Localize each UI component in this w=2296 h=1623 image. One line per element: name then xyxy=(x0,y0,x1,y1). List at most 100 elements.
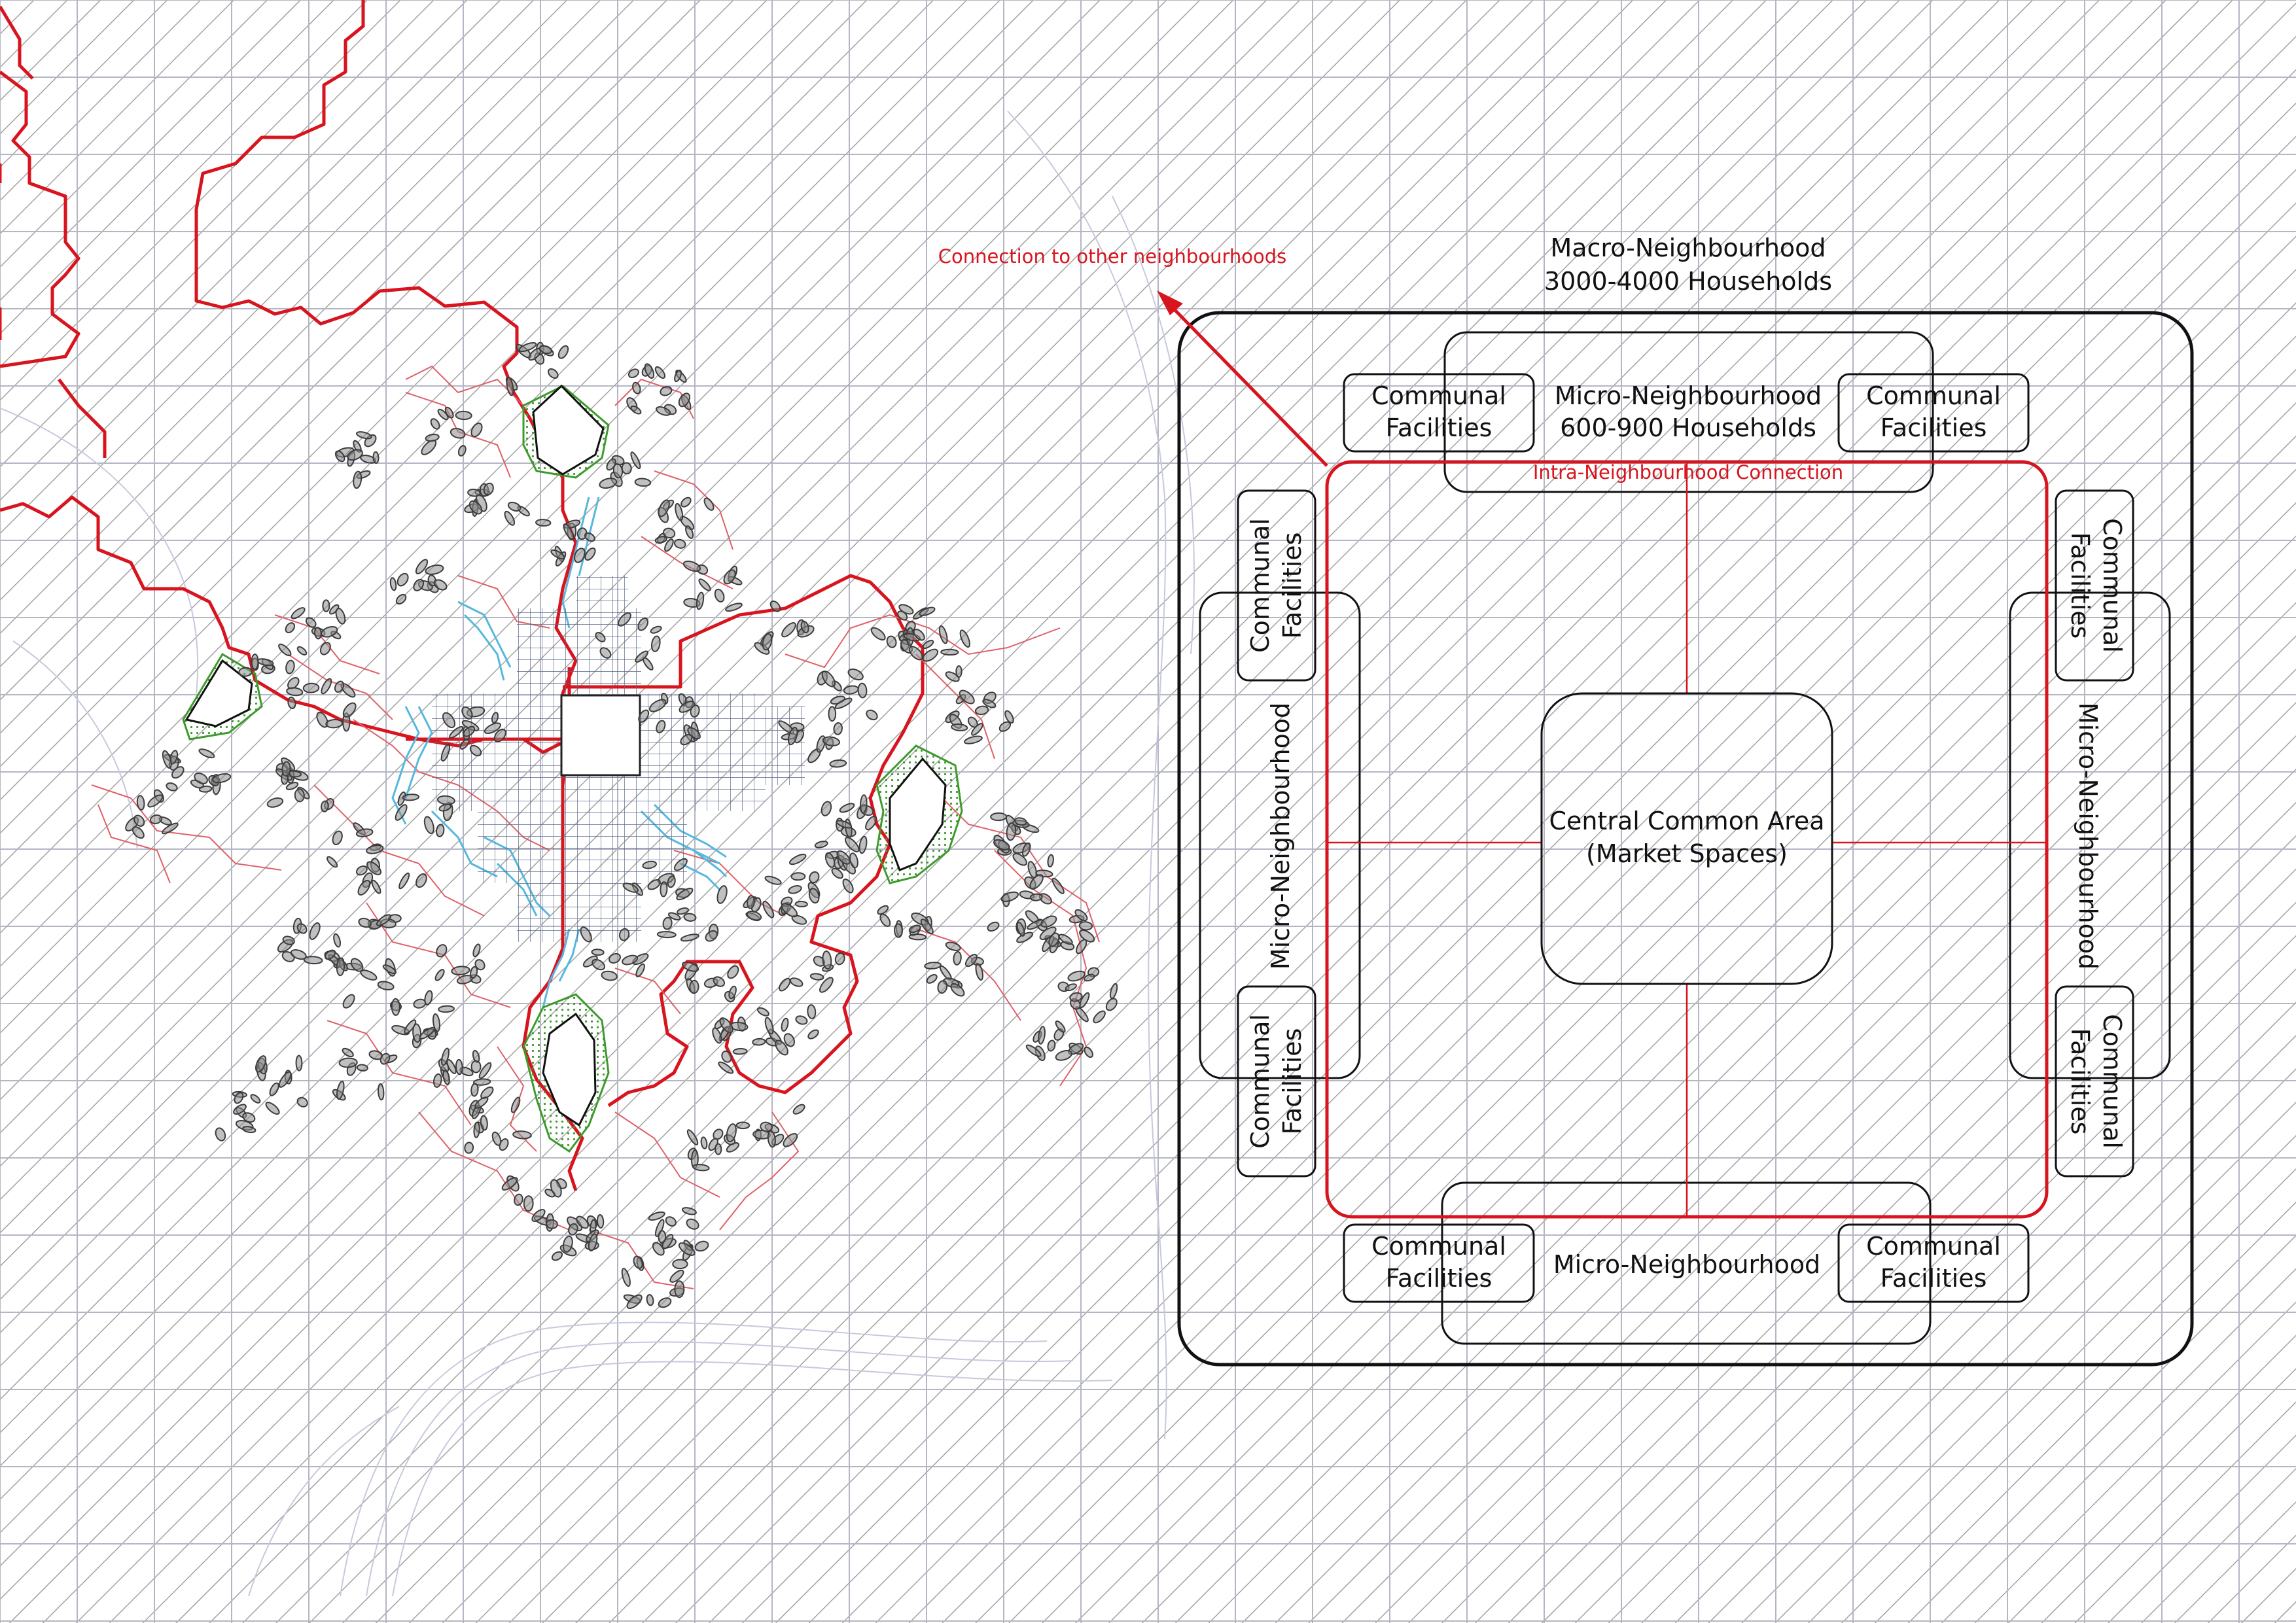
housing-unit xyxy=(781,622,796,638)
housing-unit xyxy=(469,744,482,757)
housing-unit xyxy=(857,682,868,699)
housing-unit xyxy=(1029,893,1043,901)
housing-unit xyxy=(654,366,666,379)
housing-unit xyxy=(647,879,661,890)
housing-unit xyxy=(760,1121,773,1132)
housing-unit xyxy=(366,861,382,875)
housing-unit xyxy=(507,501,521,512)
housing-unit xyxy=(169,750,179,765)
housing-unit xyxy=(504,510,516,526)
housing-unit xyxy=(531,1209,546,1222)
housing-unit xyxy=(478,1062,492,1079)
housing-unit xyxy=(886,635,897,648)
housing-unit xyxy=(951,723,968,731)
housing-unit xyxy=(794,900,808,908)
housing-unit xyxy=(599,647,612,659)
housing-unit xyxy=(662,527,676,539)
housing-unit xyxy=(638,709,650,723)
housing-unit xyxy=(842,879,854,894)
housing-unit xyxy=(673,538,686,549)
housing-unit xyxy=(588,1233,598,1252)
housing-unit xyxy=(783,1133,798,1147)
housing-unit xyxy=(606,458,616,471)
housing-unit xyxy=(336,1081,345,1100)
housing-unit xyxy=(617,612,631,627)
housing-unit xyxy=(609,952,621,964)
housing-unit xyxy=(809,871,820,884)
housing-unit xyxy=(1012,852,1027,866)
housing-unit xyxy=(678,1242,696,1256)
housing-unit xyxy=(326,856,338,868)
housing-unit xyxy=(472,943,481,958)
intra-connection-label: Intra-Neighbourhood Connection xyxy=(1533,461,1843,483)
housing-unit xyxy=(922,639,934,650)
housing-unit xyxy=(461,706,473,720)
housing-unit xyxy=(877,905,889,915)
communal-facilities-right-top: Communal Facilities xyxy=(2055,489,2134,682)
housing-unit xyxy=(959,629,970,648)
housing-unit xyxy=(234,1092,244,1104)
housing-unit xyxy=(673,858,688,871)
housing-unit xyxy=(747,895,755,909)
micro-left-boundary xyxy=(1199,591,1361,1079)
housing-unit xyxy=(438,803,451,812)
housing-unit xyxy=(1078,921,1093,931)
housing-unit xyxy=(303,956,323,965)
housing-unit xyxy=(457,445,467,457)
housing-unit xyxy=(998,721,1012,732)
central-open-square xyxy=(560,694,641,777)
housing-unit xyxy=(282,935,295,945)
housing-unit xyxy=(563,523,574,540)
housing-unit xyxy=(296,646,308,655)
housing-unit xyxy=(703,497,715,511)
housing-unit xyxy=(845,837,860,852)
housing-unit xyxy=(591,949,605,956)
communal-facilities-bottom-left: Communal Facilities xyxy=(1343,1223,1535,1303)
housing-unit xyxy=(690,704,700,718)
housing-unit xyxy=(1093,1010,1106,1024)
housing-unit xyxy=(580,926,592,943)
housing-unit xyxy=(592,958,605,971)
housing-unit xyxy=(622,882,639,893)
housing-unit xyxy=(680,497,692,508)
housing-unit xyxy=(595,632,606,642)
housing-unit xyxy=(788,885,802,894)
housing-unit xyxy=(287,696,296,710)
housing-unit xyxy=(171,766,185,779)
housing-unit xyxy=(621,1268,631,1287)
housing-unit xyxy=(198,785,213,793)
housing-unit xyxy=(334,680,345,693)
housing-unit xyxy=(678,393,691,408)
central-line2: (Market Spaces) xyxy=(1586,839,1788,868)
housing-unit xyxy=(764,1017,774,1035)
housing-unit xyxy=(355,431,372,440)
communal-facilities-top-left: Communal Facilities xyxy=(1343,373,1535,453)
communal-line2: Facilities xyxy=(2066,1028,2094,1135)
housing-unit xyxy=(787,727,798,746)
housing-unit xyxy=(767,1130,776,1148)
housing-clusters xyxy=(125,341,1118,1309)
housing-unit xyxy=(689,979,699,994)
housing-unit xyxy=(667,912,681,921)
housing-unit xyxy=(667,875,676,888)
housing-unit xyxy=(1048,932,1060,947)
housing-unit xyxy=(436,944,448,958)
housing-unit xyxy=(321,678,332,695)
housing-unit xyxy=(834,697,853,709)
housing-unit xyxy=(285,622,296,633)
terrain-contours xyxy=(0,111,1195,1597)
housing-unit xyxy=(716,885,728,904)
housing-unit xyxy=(726,1123,737,1143)
housing-unit xyxy=(964,954,978,968)
micro-top-boundary xyxy=(1443,331,1934,493)
housing-unit xyxy=(792,1104,805,1115)
housing-unit xyxy=(132,826,145,839)
housing-unit xyxy=(305,617,317,628)
housing-unit xyxy=(789,977,804,987)
housing-unit xyxy=(762,633,773,651)
housing-unit xyxy=(847,668,864,681)
housing-unit xyxy=(287,677,300,689)
housing-unit xyxy=(627,368,639,379)
housing-unit xyxy=(398,872,410,890)
housing-unit xyxy=(800,620,809,634)
